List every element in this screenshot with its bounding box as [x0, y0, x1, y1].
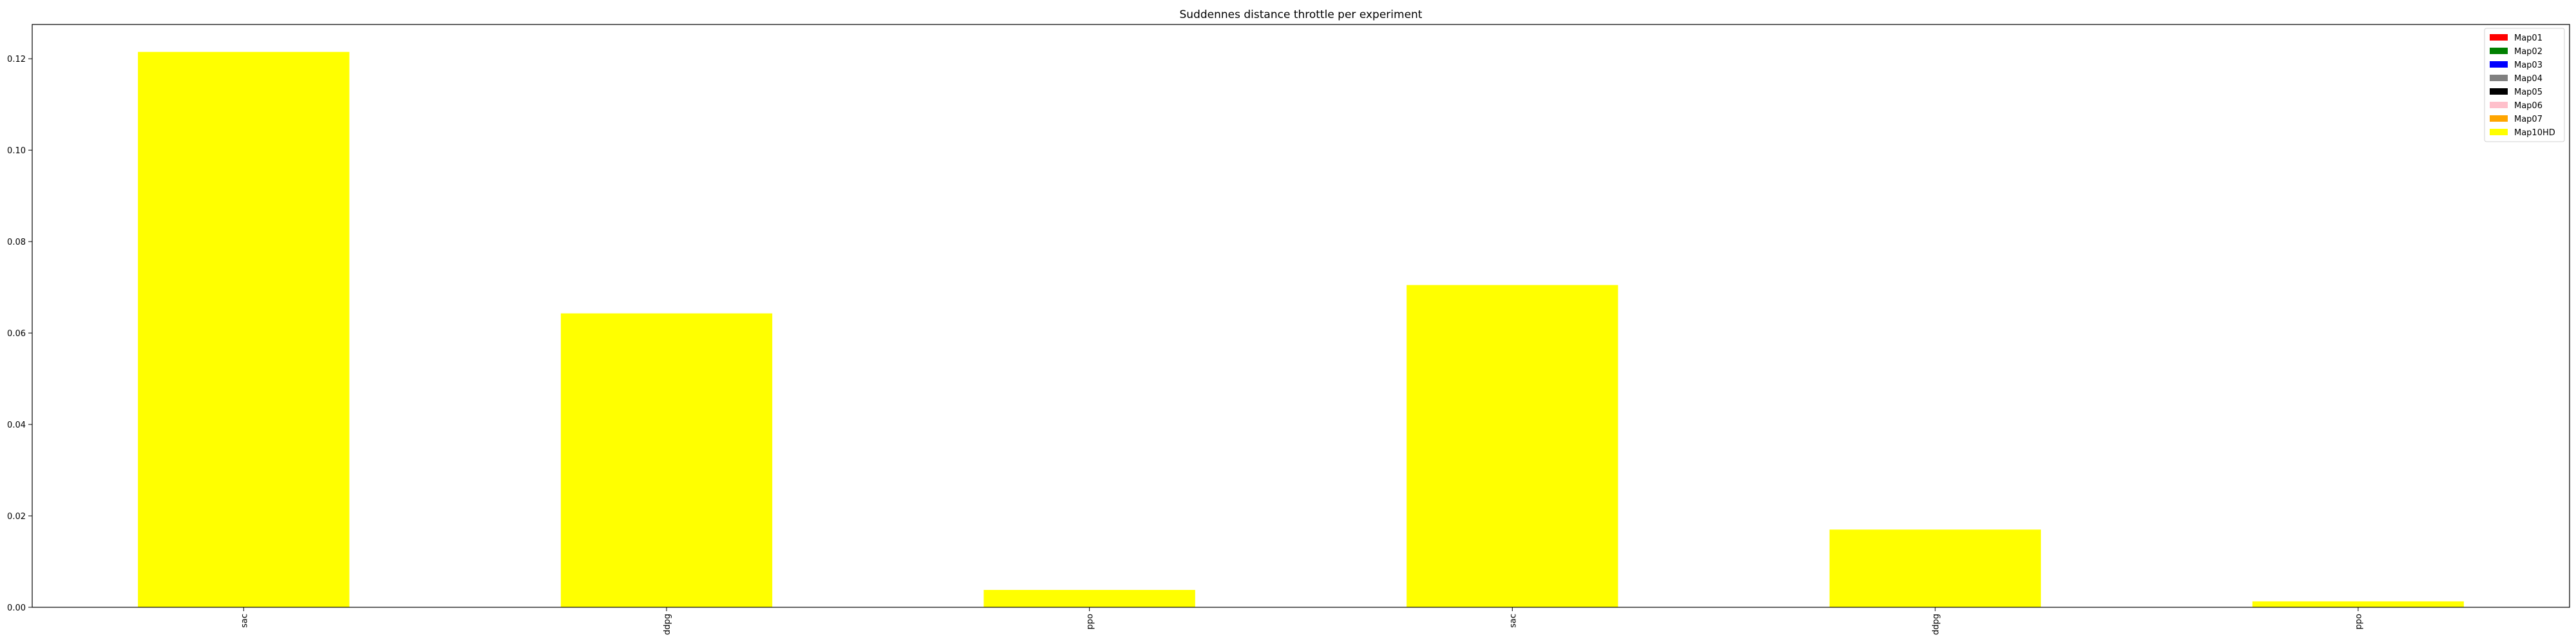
legend-frame — [2484, 28, 2565, 142]
legend-swatch — [2490, 61, 2508, 68]
plot-frame — [32, 24, 2570, 608]
bar-map10hd-0 — [138, 52, 350, 607]
legend-label: Map05 — [2514, 88, 2543, 97]
legend-label: Map02 — [2514, 47, 2543, 57]
bar-map10hd-1 — [560, 313, 773, 607]
y-tick-label: 0.00 — [7, 603, 26, 613]
y-tick-label: 0.04 — [7, 421, 26, 430]
x-axis: sac ddpg ppo sac ddpg ppo — [240, 607, 2364, 635]
bar-map10hd-3 — [1406, 285, 1618, 607]
x-tick-label: sac — [240, 614, 249, 628]
legend-label: Map06 — [2514, 101, 2543, 111]
y-tick-label: 0.10 — [7, 146, 26, 156]
x-tick-label: sac — [1508, 614, 1518, 628]
y-tick-label: 0.02 — [7, 512, 26, 522]
y-tick-label: 0.08 — [7, 238, 26, 247]
legend-label: Map04 — [2514, 74, 2543, 84]
legend-label: Map01 — [2514, 33, 2543, 43]
chart-title: Suddennes distance throttle per experime… — [1180, 8, 1423, 21]
legend-label: Map10HD — [2514, 128, 2555, 138]
y-tick-label: 0.06 — [7, 329, 26, 339]
legend-swatch — [2490, 34, 2508, 41]
legend-label: Map07 — [2514, 115, 2543, 124]
legend-swatch — [2490, 88, 2508, 95]
legend-label: Map03 — [2514, 61, 2543, 70]
x-tick-label: ppo — [1086, 614, 1095, 630]
y-axis: 0.00 0.02 0.04 0.06 0.08 0.10 0.12 — [7, 55, 32, 613]
legend-swatch — [2490, 48, 2508, 54]
x-tick-label: ppo — [2354, 614, 2364, 630]
legend: Map01 Map02 Map03 Map04 Map05 Map06 Map07 Map10… — [2484, 28, 2565, 142]
x-tick-label: ddpg — [663, 614, 672, 635]
x-tick-label: ddpg — [1931, 614, 1941, 635]
bar-map10hd-2 — [983, 590, 1195, 607]
legend-swatch — [2490, 102, 2508, 108]
y-tick-label: 0.12 — [7, 55, 26, 64]
bars-group — [138, 52, 2464, 607]
legend-swatch — [2490, 115, 2508, 122]
bar-map10hd-5 — [2252, 601, 2464, 607]
legend-swatch — [2490, 75, 2508, 81]
legend-swatch — [2490, 129, 2508, 135]
bar-map10hd-4 — [1829, 529, 2041, 607]
